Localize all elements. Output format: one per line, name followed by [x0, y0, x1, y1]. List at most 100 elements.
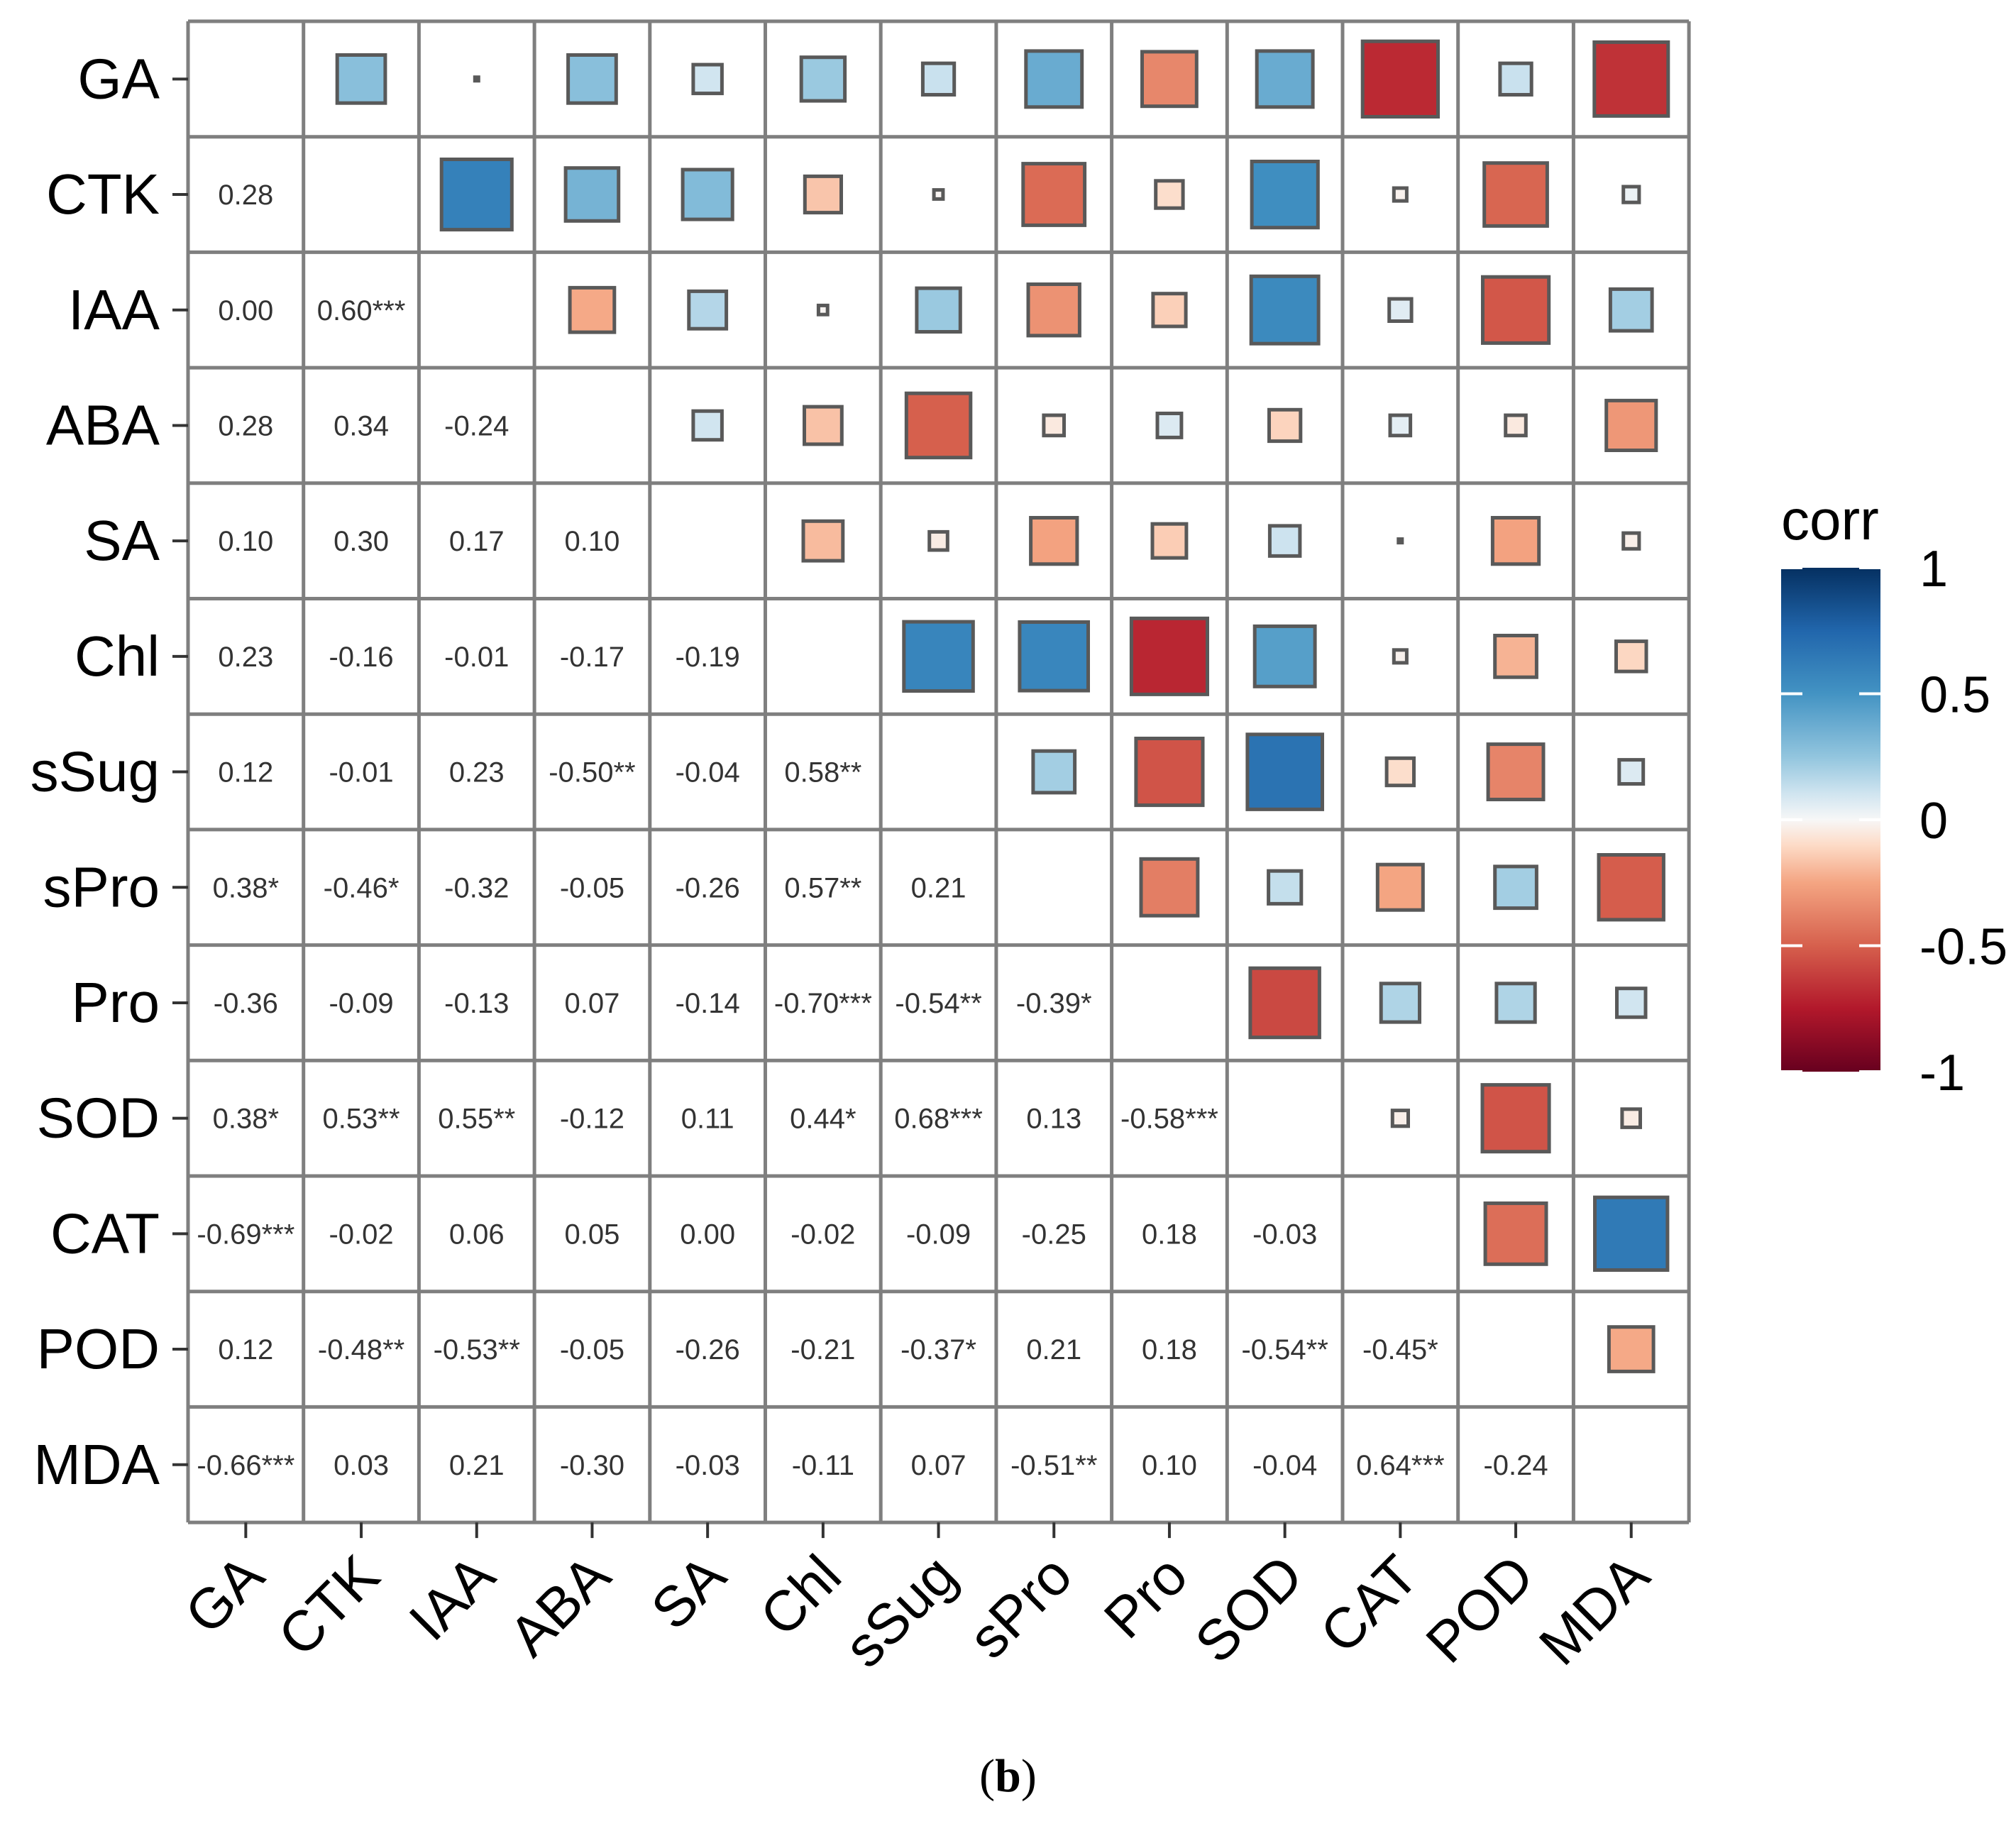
x-label-sod: SOD [1183, 1543, 1315, 1675]
corr-label-chl-sa: -0.19 [676, 642, 740, 673]
corr-label-pod-ssug: -0.37* [900, 1334, 976, 1365]
corr-label-ssug-ga: 0.12 [218, 757, 273, 788]
corr-square-pro-cat [1379, 982, 1421, 1024]
corr-label-chl-iaa: -0.01 [444, 642, 509, 673]
corr-label-spro-aba: -0.05 [560, 872, 624, 903]
corr-square-ssug-pod [1486, 742, 1546, 801]
corr-label-pod-chl: -0.21 [791, 1334, 855, 1365]
x-label-ctk: CTK [266, 1543, 391, 1668]
corr-label-cat-aba: 0.05 [565, 1219, 620, 1250]
corr-square-ssug-pro [1134, 737, 1205, 808]
y-label-iaa: IAA [68, 278, 160, 341]
corr-square-spro-mda [1597, 853, 1665, 922]
corr-label-ssug-iaa: 0.23 [449, 757, 505, 788]
corr-label-mda-aba: -0.30 [560, 1450, 624, 1481]
x-label-spro: sPro [957, 1543, 1084, 1670]
corr-square-ctk-mda [1621, 185, 1641, 204]
corr-label-aba-iaa: -0.24 [444, 410, 509, 441]
y-label-mda: MDA [33, 1433, 160, 1496]
corr-square-ga-spro [1024, 49, 1084, 109]
corr-square-ga-cat [1360, 39, 1440, 119]
corr-square-sa-pod [1490, 516, 1541, 566]
corr-label-pod-spro: 0.21 [1026, 1334, 1081, 1365]
corr-square-aba-spro [1042, 413, 1067, 438]
corr-label-cat-ssug: -0.09 [906, 1219, 971, 1250]
corr-label-aba-ctk: 0.34 [334, 410, 389, 441]
corr-square-sa-mda [1621, 531, 1641, 551]
corr-label-pod-pro: 0.18 [1142, 1334, 1197, 1365]
corr-square-ga-iaa [473, 75, 480, 83]
corr-square-sa-pro [1150, 522, 1189, 560]
corr-square-chl-mda [1614, 639, 1648, 674]
corr-label-cat-iaa: 0.06 [449, 1219, 505, 1250]
corr-label-ssug-ctk: -0.01 [329, 757, 393, 788]
corr-label-pro-aba: 0.07 [565, 988, 620, 1019]
corr-label-chl-ga: 0.23 [218, 642, 273, 673]
corr-label-spro-ssug: 0.21 [911, 872, 966, 903]
corr-label-sa-ga: 0.10 [218, 526, 273, 557]
y-label-chl: Chl [75, 625, 160, 688]
y-label-cat: CAT [50, 1202, 160, 1265]
corr-label-sod-iaa: 0.55** [438, 1104, 515, 1135]
y-label-pod: POD [37, 1317, 160, 1380]
corr-label-pro-ssug: -0.54** [895, 988, 981, 1019]
corr-square-aba-pro [1155, 412, 1184, 439]
corr-square-iaa-cat [1387, 297, 1414, 324]
corr-label-mda-chl: -0.11 [792, 1450, 854, 1481]
corr-square-ga-mda [1592, 40, 1670, 118]
corr-square-ga-chl [799, 55, 847, 103]
corr-square-ctk-spro [1021, 162, 1087, 227]
corr-label-mda-iaa: 0.21 [449, 1450, 505, 1481]
corr-square-ctk-cat [1392, 186, 1409, 203]
corr-square-pro-sod [1248, 966, 1321, 1040]
x-label-pod: POD [1414, 1543, 1546, 1675]
corr-label-sod-chl: 0.44* [790, 1104, 856, 1135]
corr-square-sa-cat [1397, 537, 1404, 545]
corr-label-pod-aba: -0.05 [560, 1334, 624, 1365]
corr-square-pod-mda [1607, 1325, 1656, 1373]
y-label-spro: sPro [43, 855, 160, 918]
corr-label-mda-spro: -0.51** [1010, 1450, 1097, 1481]
corr-label-pod-ga: 0.12 [218, 1334, 273, 1365]
y-label-ctk: CTK [46, 163, 160, 226]
corr-square-aba-mda [1604, 398, 1658, 453]
legend-label-1: 1 [1919, 541, 1948, 598]
corr-square-spro-sod [1267, 869, 1304, 906]
corr-label-sod-aba: -0.12 [560, 1104, 624, 1135]
corr-label-spro-iaa: -0.32 [444, 872, 509, 903]
corr-label-ssug-aba: -0.50** [549, 757, 635, 788]
x-label-ssug: sSug [832, 1543, 969, 1679]
x-label-sa: SA [639, 1543, 738, 1642]
corr-label-pod-sa: -0.26 [676, 1334, 740, 1365]
corr-square-ssug-cat [1384, 756, 1416, 788]
corr-square-chl-spro [1018, 620, 1091, 693]
corr-label-spro-ga: 0.38* [213, 872, 279, 903]
x-label-cat: CAT [1308, 1543, 1430, 1665]
corr-square-chl-sod [1252, 624, 1317, 688]
corr-label-sod-ga: 0.38* [213, 1104, 279, 1135]
corr-square-aba-pod [1504, 413, 1528, 438]
corr-label-ssug-chl: 0.58** [784, 757, 861, 788]
corr-square-cat-mda [1593, 1195, 1670, 1272]
corr-label-pod-iaa: -0.53** [434, 1334, 520, 1365]
corr-label-pod-ctk: -0.48** [318, 1334, 404, 1365]
corr-square-aba-sa [691, 409, 724, 442]
caption-open: ( [979, 1750, 996, 1802]
corr-square-sa-spro [1029, 516, 1079, 566]
corr-label-cat-sod: -0.03 [1252, 1219, 1317, 1250]
corr-square-spro-cat [1375, 862, 1425, 912]
corr-square-sod-pod [1480, 1083, 1551, 1154]
corr-square-ssug-spro [1031, 749, 1077, 795]
corr-label-cat-ga: -0.69*** [197, 1219, 294, 1250]
corr-label-pro-sa: -0.14 [676, 988, 740, 1019]
corr-label-iaa-ctk: 0.60*** [317, 295, 406, 326]
corr-square-pro-pod [1494, 982, 1537, 1024]
y-label-ssug: sSug [31, 740, 160, 803]
y-label-sod: SOD [37, 1087, 160, 1150]
corr-label-ctk-ga: 0.28 [218, 180, 273, 211]
plot-background [188, 21, 1690, 1523]
corr-square-ctk-sa [681, 167, 734, 221]
corr-square-iaa-pod [1481, 275, 1551, 345]
corr-square-ctk-sod [1250, 160, 1320, 230]
